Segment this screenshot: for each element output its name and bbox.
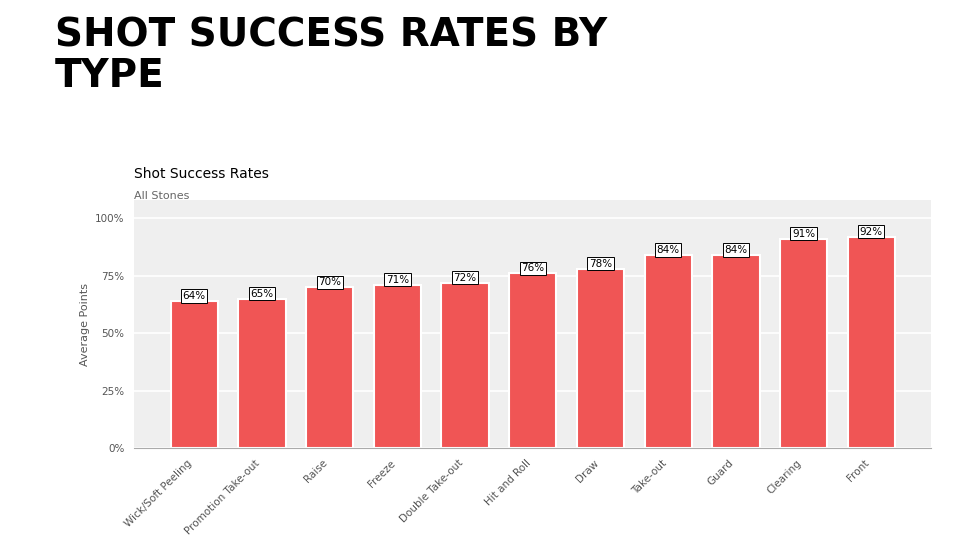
Bar	[442, 282, 489, 448]
Bar	[238, 299, 286, 448]
Text: 64%: 64%	[182, 291, 205, 301]
Text: All Stones: All Stones	[134, 191, 190, 201]
Text: 70%: 70%	[318, 277, 341, 287]
Bar	[712, 255, 759, 448]
Bar	[780, 239, 828, 448]
Text: 92%: 92%	[860, 227, 883, 237]
Text: 76%: 76%	[521, 264, 544, 273]
Bar	[373, 285, 421, 448]
Bar	[509, 273, 557, 448]
Bar	[848, 237, 895, 448]
Y-axis label: Average Points: Average Points	[80, 282, 89, 366]
Text: 78%: 78%	[588, 259, 612, 269]
Text: 65%: 65%	[251, 289, 274, 299]
Bar	[171, 301, 218, 448]
Bar	[577, 269, 624, 448]
Text: 91%: 91%	[792, 229, 815, 239]
Text: 84%: 84%	[725, 245, 748, 255]
Text: 72%: 72%	[453, 273, 477, 282]
Text: 84%: 84%	[657, 245, 680, 255]
Bar	[306, 287, 353, 448]
Text: SHOT SUCCESS RATES BY
TYPE: SHOT SUCCESS RATES BY TYPE	[55, 16, 607, 95]
Text: Shot Success Rates: Shot Success Rates	[134, 166, 269, 180]
Bar	[644, 255, 692, 448]
Text: 71%: 71%	[386, 275, 409, 285]
